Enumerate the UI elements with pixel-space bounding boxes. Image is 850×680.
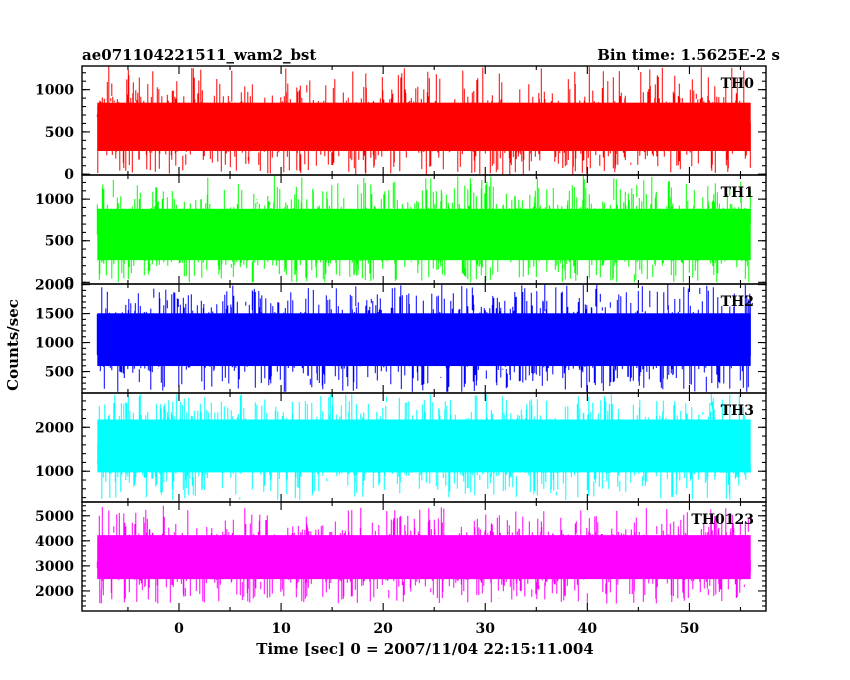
x-tick-label: 30 — [476, 621, 496, 637]
x-axis-label: Time [sec] 0 = 2007/11/04 22:15:11.004 — [256, 640, 593, 658]
series-trace-th0 — [96, 66, 751, 175]
panel-label-th3: TH3 — [721, 403, 754, 419]
y-tick-label: 0 — [64, 167, 74, 183]
panel-th3: 1000 2000 TH3 — [35, 392, 767, 503]
y-tick-label: 500 — [45, 125, 74, 141]
y-tick-label: 3000 — [35, 559, 74, 575]
y-tick-label: 1000 — [35, 192, 74, 208]
y-tick-label: 1000 — [35, 336, 74, 352]
panel-th0: 0 500 1000 TH0 — [35, 65, 767, 183]
x-tick-label: 40 — [578, 621, 598, 637]
x-tick-label: 50 — [680, 621, 700, 637]
series-trace-th0123 — [96, 505, 751, 604]
y-tick-label: 5000 — [35, 509, 74, 525]
y-tick-label: 500 — [45, 365, 74, 381]
series-trace-th1 — [96, 175, 751, 283]
panel-label-th1: TH1 — [721, 185, 754, 201]
panel-frame — [81, 501, 767, 612]
bin-time-label: Bin time: 1.5625E-2 s — [597, 46, 780, 64]
chart-title: ae071104221511_wam2_bst — [82, 46, 316, 64]
panel-label-th2: TH2 — [721, 294, 754, 310]
x-tick-label: 0 — [174, 621, 184, 637]
y-tick-label: 500 — [45, 234, 74, 250]
x-tick-label: 10 — [271, 621, 291, 637]
y-tick-label: 1000 — [35, 464, 74, 480]
y-tick-label: 2000 — [35, 420, 74, 436]
y-tick-label: 2000 — [35, 584, 74, 600]
x-tick-label: 20 — [373, 621, 393, 637]
y-axis-label: Counts/sec — [4, 299, 22, 391]
y-tick-label: 1000 — [35, 83, 74, 99]
series-trace-th3 — [96, 394, 751, 500]
y-tick-label: 2000 — [35, 278, 74, 294]
y-tick-label: 0 — [64, 275, 74, 291]
panel-th1: 0 500 1000 TH1 — [35, 174, 767, 291]
series-trace-th2 — [96, 284, 751, 392]
y-tick-label: 4000 — [35, 534, 74, 550]
y-tick-label: 1500 — [35, 307, 74, 323]
panel-label-th0: TH0 — [721, 76, 755, 92]
panel-label-th0123: TH0123 — [691, 512, 754, 528]
panel-th2: 500 1000 1500 2000 TH2 — [35, 278, 767, 394]
panel-th0123: 2000 3000 4000 5000 TH0123 — [35, 501, 767, 612]
